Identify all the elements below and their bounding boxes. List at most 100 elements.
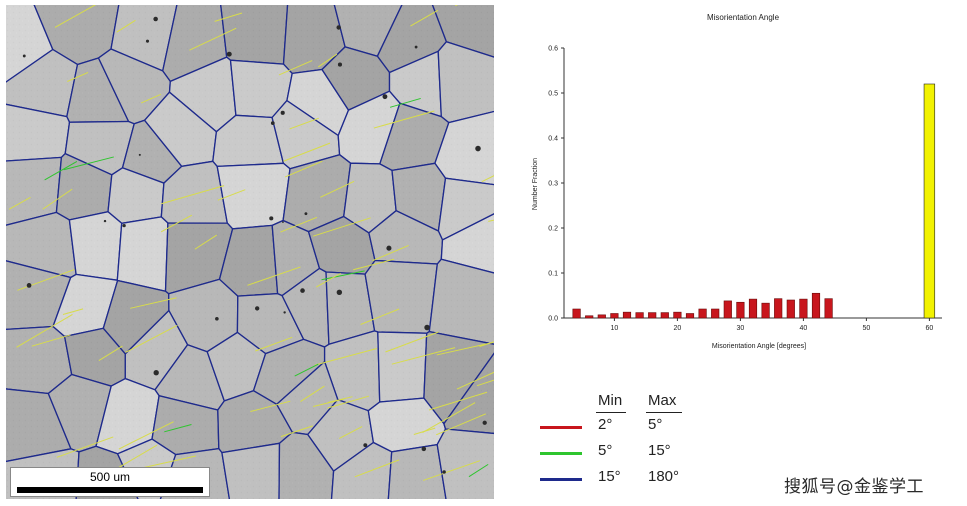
chart-canvas: Misorientation Angle Number Fraction Mis…	[532, 13, 942, 350]
pit	[145, 39, 150, 43]
twin-boundary	[161, 185, 225, 205]
twin-boundary	[247, 266, 301, 286]
twin-boundary	[435, 413, 487, 436]
twin-boundary	[327, 396, 353, 403]
x-tick-label: 40	[800, 325, 808, 332]
y-tick-label: 0.6	[548, 46, 558, 53]
grain	[437, 40, 494, 124]
twin-boundary	[283, 142, 331, 162]
twin-boundary	[98, 345, 123, 361]
y-tick-label: 0.1	[548, 271, 558, 278]
twin-boundary	[476, 379, 494, 387]
twin-boundary	[16, 313, 73, 348]
watermark-text: 搜狐号@金鉴学工	[784, 477, 924, 497]
y-tick-label: 0.5	[548, 91, 558, 98]
twin-boundary	[130, 297, 177, 309]
twin-boundary	[353, 258, 395, 271]
legend-swatch-red	[540, 426, 582, 429]
bar	[635, 312, 644, 319]
bar	[673, 311, 682, 319]
bar	[597, 314, 606, 319]
legend-row-max: 180°	[648, 468, 680, 485]
legend-row-mid-angle: 5° 15°	[540, 442, 740, 464]
pit	[153, 16, 158, 22]
twin-boundary	[339, 426, 363, 439]
pit	[138, 153, 141, 156]
pit	[269, 216, 274, 221]
scale-bar-line	[17, 487, 203, 493]
pit	[336, 25, 341, 30]
twin-boundary	[321, 270, 365, 281]
bar	[660, 312, 669, 319]
twin-boundary	[436, 342, 493, 356]
pit	[283, 311, 286, 314]
bar	[761, 302, 770, 319]
bar	[698, 308, 707, 319]
bar	[811, 292, 821, 319]
twin-boundary	[360, 308, 400, 325]
boundary-legend: Min Max 2° 5° 5° 15° 15° 180°	[540, 392, 740, 492]
pit	[153, 370, 159, 376]
twin-boundary	[63, 156, 114, 171]
pit	[282, 221, 284, 223]
twin-boundary	[300, 385, 325, 402]
bar	[610, 313, 619, 319]
twin-boundary	[391, 347, 456, 365]
twin-boundary	[189, 27, 237, 51]
pit	[442, 470, 446, 474]
pit	[103, 219, 107, 223]
bar	[622, 311, 632, 319]
pit	[475, 145, 481, 152]
grain	[68, 210, 123, 281]
twin-boundary	[280, 216, 318, 233]
twin-boundary	[194, 234, 218, 250]
pit	[414, 45, 418, 49]
bar	[685, 313, 695, 319]
twin-boundary	[278, 60, 313, 76]
twin-boundary	[17, 269, 75, 291]
pit	[300, 288, 305, 293]
y-tick-label: 0.3	[548, 181, 558, 188]
bar	[736, 301, 745, 319]
twin-boundary	[255, 336, 293, 352]
twin-boundary	[250, 400, 291, 413]
twin-boundary	[410, 9, 439, 27]
grain	[364, 259, 439, 334]
scale-bar-label: 500 um	[89, 470, 131, 484]
pit	[122, 223, 126, 228]
twin-boundary	[44, 161, 78, 181]
legend-swatch-blue	[540, 478, 582, 481]
twin-boundary	[125, 324, 178, 353]
grain	[436, 428, 494, 499]
twin-boundary	[422, 402, 476, 433]
pit	[386, 245, 392, 251]
twin-boundary	[314, 348, 377, 366]
twin-boundary	[456, 371, 494, 390]
pit	[280, 110, 285, 115]
pit	[336, 289, 343, 296]
legend-max-header: Max	[648, 392, 677, 409]
legend-row-min: 2°	[598, 416, 613, 433]
twin-boundary	[214, 12, 243, 22]
grain	[387, 443, 447, 499]
pit	[363, 443, 368, 448]
x-tick-label: 10	[611, 325, 619, 332]
legend-row-max: 5°	[648, 416, 663, 433]
twin-boundary	[354, 459, 400, 478]
y-tick-label: 0.2	[548, 226, 558, 233]
pit	[226, 51, 232, 57]
legend-row-max: 15°	[648, 442, 671, 459]
twin-boundary	[327, 395, 370, 409]
twin-boundary	[160, 214, 193, 233]
bar	[585, 315, 594, 319]
legend-row-high-angle: 15° 180°	[540, 468, 740, 490]
grain	[221, 442, 281, 499]
bar	[799, 298, 808, 319]
pit	[254, 306, 260, 311]
twin-boundary	[62, 308, 84, 316]
twin-boundary	[294, 363, 319, 377]
twin-boundary	[385, 331, 439, 353]
x-tick-label: 20	[674, 325, 682, 332]
legend-max-underline	[646, 412, 682, 413]
twin-boundary	[373, 110, 435, 129]
